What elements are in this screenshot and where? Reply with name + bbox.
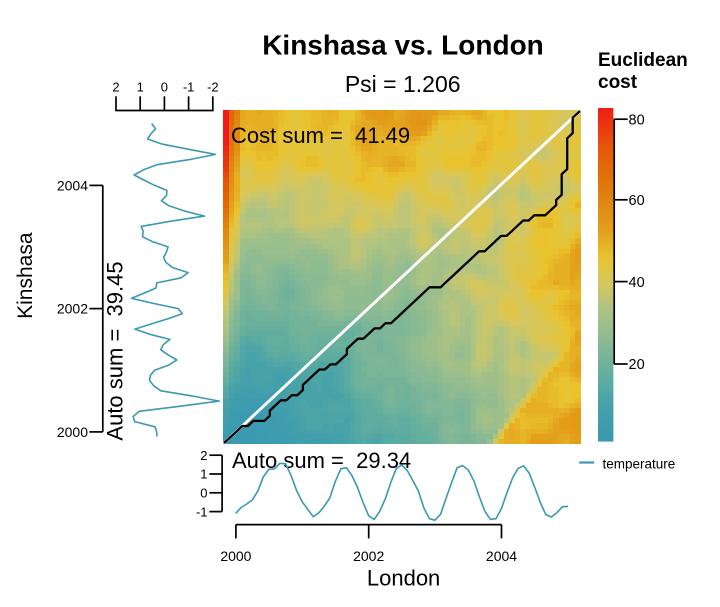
svg-text:2: 2: [112, 79, 119, 94]
svg-text:1: 1: [137, 79, 144, 94]
svg-text:2004: 2004: [486, 548, 517, 564]
svg-text:London: London: [367, 566, 440, 591]
svg-text:0: 0: [200, 486, 207, 501]
svg-text:Psi = 1.206: Psi = 1.206: [345, 71, 461, 97]
svg-text:40: 40: [629, 275, 645, 291]
svg-text:2: 2: [200, 448, 207, 463]
svg-text:-1: -1: [183, 79, 195, 94]
svg-text:0: 0: [161, 79, 168, 94]
svg-text:Kinshasa: Kinshasa: [14, 232, 37, 319]
svg-text:Euclidean: Euclidean: [598, 50, 688, 71]
svg-text:60: 60: [629, 193, 645, 209]
svg-text:2002: 2002: [353, 548, 384, 564]
svg-text:1: 1: [200, 467, 207, 482]
svg-text:2000: 2000: [220, 548, 251, 564]
svg-text:cost: cost: [598, 72, 638, 93]
svg-text:-1: -1: [196, 504, 208, 519]
svg-text:Auto sum = 39.45: Auto sum = 39.45: [103, 261, 128, 440]
svg-text:Cost sum = 41.49: Cost sum = 41.49: [231, 123, 410, 148]
svg-text:2002: 2002: [57, 301, 88, 317]
svg-text:Kinshasa vs. London: Kinshasa vs. London: [262, 29, 544, 60]
svg-text:2000: 2000: [57, 424, 88, 440]
svg-text:-2: -2: [207, 79, 219, 94]
svg-text:20: 20: [629, 357, 645, 373]
svg-text:80: 80: [629, 112, 645, 128]
svg-text:Auto sum = 29.34: Auto sum = 29.34: [232, 448, 411, 473]
svg-text:temperature: temperature: [603, 456, 676, 471]
svg-text:2004: 2004: [57, 177, 88, 193]
